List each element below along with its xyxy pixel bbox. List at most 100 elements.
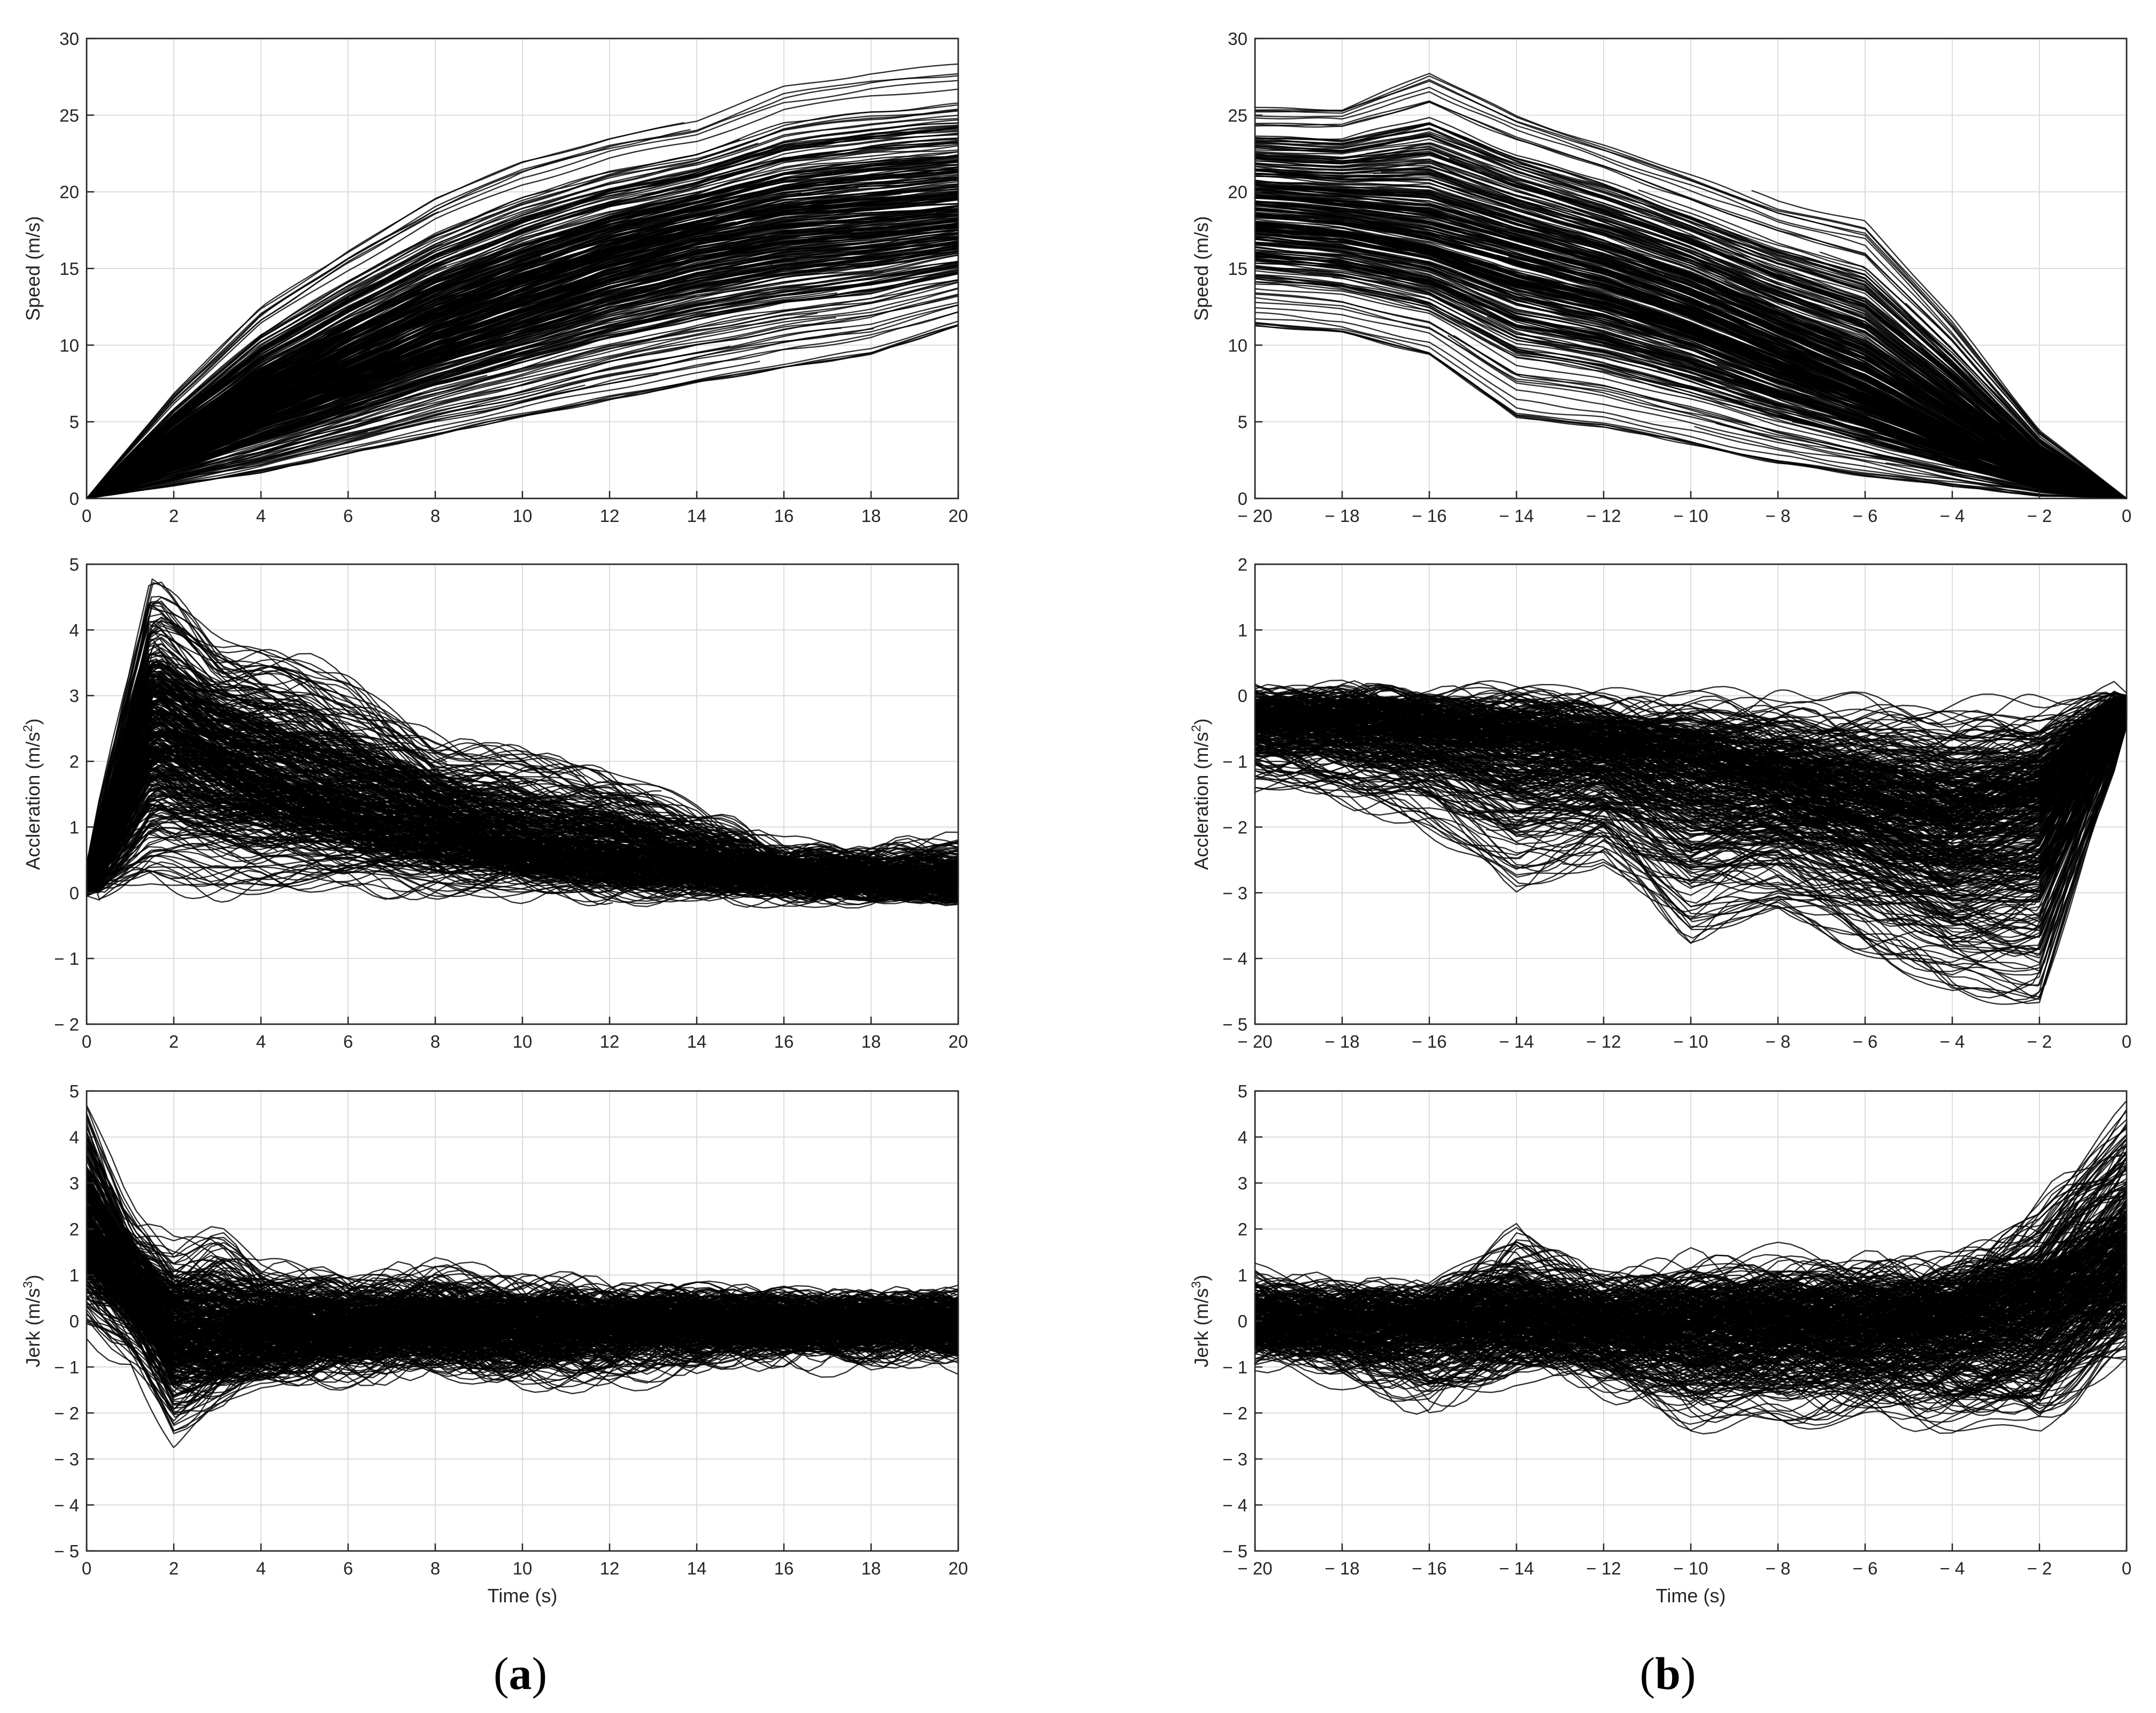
- series-line: [1254, 715, 2128, 930]
- series-line: [86, 734, 959, 897]
- series-line: [1254, 239, 2128, 500]
- series-line: [86, 680, 959, 892]
- series-line: [1254, 700, 2128, 797]
- series-line: [86, 122, 959, 500]
- series-line: [1254, 100, 2128, 500]
- y-tick-label: − 5: [1222, 1015, 1248, 1034]
- series-line: [1942, 1157, 2128, 1273]
- x-tick-label: − 18: [1325, 506, 1359, 526]
- y-axis-label: Accleration (m/s2): [21, 718, 44, 870]
- series-line: [1254, 721, 2128, 963]
- y-tick-label: 1: [1238, 620, 1248, 640]
- series-line: [1254, 1262, 2128, 1345]
- series-line: [86, 698, 959, 886]
- series-line: [1254, 717, 2128, 913]
- series-line: [1314, 219, 2128, 500]
- series-line: [1254, 688, 2128, 782]
- series-line: [1722, 703, 2128, 839]
- series-line: [86, 156, 959, 500]
- series-line: [1254, 175, 2128, 500]
- x-tick-label: 8: [430, 1032, 440, 1051]
- y-tick-label: 2: [1238, 555, 1248, 574]
- series-line: [1254, 185, 2128, 500]
- y-tick-label: − 5: [54, 1541, 79, 1561]
- x-tick-label: 10: [513, 1032, 533, 1051]
- series-line: [1254, 204, 2128, 500]
- series-line: [1596, 219, 2128, 500]
- series-line: [1254, 278, 2128, 500]
- series-line: [1664, 713, 2128, 943]
- series-line: [86, 1203, 839, 1339]
- series-line: [1254, 701, 2128, 823]
- series-line: [1254, 1302, 2128, 1404]
- series-line: [1254, 227, 2128, 500]
- x-tick-label: 16: [774, 1558, 794, 1578]
- x-tick-label: − 10: [1673, 1032, 1708, 1051]
- traces-a-speed: [86, 63, 959, 500]
- panel-label-b: (b): [1639, 1648, 1696, 1699]
- series-line: [1254, 1241, 2128, 1345]
- series-line: [1254, 201, 2128, 500]
- series-line: [86, 141, 959, 500]
- series-line: [1869, 1279, 2128, 1361]
- series-line: [1254, 709, 2128, 886]
- x-tick-label: − 2: [2027, 506, 2052, 526]
- traces-a-accel: [86, 578, 959, 909]
- series-line: [1254, 1334, 2128, 1435]
- y-tick-label: − 5: [1222, 1541, 1248, 1561]
- y-axis-label: Jerk (m/s3): [1189, 1274, 1212, 1367]
- series-line: [1254, 254, 2128, 500]
- series-line: [86, 312, 818, 500]
- series-line: [1254, 711, 2128, 915]
- series-line: [1351, 710, 2128, 865]
- series-line: [1254, 158, 2128, 500]
- series-line: [1254, 710, 2128, 868]
- series-line: [1760, 253, 2128, 500]
- series-line: [1254, 1287, 2128, 1380]
- series-line: [86, 821, 959, 903]
- x-tick-label: − 16: [1412, 1032, 1446, 1051]
- series-line: [1254, 217, 2128, 500]
- series-line: [1254, 1338, 2128, 1421]
- series-line: [1254, 1240, 2128, 1336]
- traces-b-accel: [1254, 679, 2128, 1005]
- y-tick-label: 5: [1238, 1081, 1248, 1101]
- series-line: [86, 288, 660, 500]
- series-line: [86, 393, 421, 500]
- series-line: [86, 658, 959, 888]
- series-line: [86, 1268, 959, 1391]
- series-line: [1254, 702, 2128, 817]
- series-line: [1393, 1272, 2128, 1364]
- series-line: [1254, 718, 2128, 955]
- series-line: [86, 742, 959, 902]
- series-line: [86, 1272, 471, 1357]
- series-line: [1485, 698, 2128, 771]
- series-line: [1254, 80, 2128, 500]
- x-tick-label: − 20: [1237, 506, 1272, 526]
- y-tick-label: 3: [1238, 1173, 1248, 1193]
- y-tick-label: 15: [59, 259, 79, 279]
- x-axis-label: Time (s): [1656, 1585, 1726, 1607]
- series-line: [86, 785, 959, 898]
- series-line: [86, 250, 959, 500]
- y-tick-label: − 1: [1222, 1357, 1248, 1377]
- y-tick-label: 1: [70, 1265, 79, 1285]
- x-tick-label: 0: [82, 506, 91, 526]
- chart-a-speed: 0 2 4 6 8 10 12 14 16 18 20 0 5 10 15 20 25 30 Speed (m/s): [22, 29, 968, 526]
- series-line: [1254, 1286, 2128, 1347]
- panel-label-a: (a): [494, 1648, 547, 1699]
- series-line: [1254, 188, 2128, 500]
- series-line: [1254, 237, 2128, 500]
- series-line: [1254, 706, 2128, 877]
- series-line: [86, 130, 959, 500]
- y-tick-label: 5: [70, 555, 79, 574]
- x-tick-label: 16: [774, 506, 794, 526]
- y-tick-label: − 4: [1222, 1495, 1248, 1515]
- series-line: [1535, 699, 2128, 831]
- series-line: [86, 602, 959, 865]
- x-tick-label: − 12: [1586, 506, 1621, 526]
- y-axis-label: Speed (m/s): [22, 216, 44, 321]
- series-line: [1254, 170, 2128, 500]
